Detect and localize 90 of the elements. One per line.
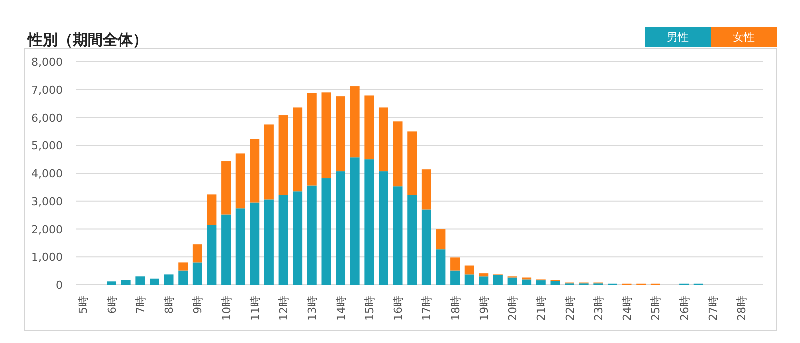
x-tick-label: 11時 <box>248 296 262 321</box>
bar <box>222 214 232 285</box>
bar <box>322 178 332 285</box>
bar <box>264 124 274 200</box>
bar <box>107 282 117 285</box>
bar <box>350 158 360 285</box>
x-tick-label: 14時 <box>334 296 348 321</box>
y-tick-label: 5,000 <box>32 140 63 153</box>
bar <box>422 210 432 285</box>
text: 女性 <box>733 31 755 44</box>
x-tick-label: 26時 <box>678 296 692 321</box>
bar <box>192 244 202 263</box>
bar <box>293 108 303 192</box>
chart-title: 性別（期間全体） <box>27 31 148 49</box>
bar <box>322 92 332 179</box>
bar <box>222 162 232 215</box>
x-tick-label: 23時 <box>592 296 606 321</box>
bar <box>293 192 303 285</box>
bar <box>336 172 346 285</box>
bar <box>207 225 217 285</box>
x-tick-label: 9時 <box>192 296 205 314</box>
bar <box>436 230 446 250</box>
x-tick-label: 18時 <box>449 296 462 321</box>
bar <box>250 139 260 203</box>
x-tick-label: 25時 <box>650 296 663 321</box>
bar <box>236 208 246 285</box>
x-tick-label: 13時 <box>306 296 320 321</box>
y-tick-label: 2,000 <box>32 223 63 236</box>
bar <box>479 276 489 285</box>
x-tick-label: 10時 <box>220 296 234 321</box>
x-tick-label: 21時 <box>535 296 548 321</box>
x-tick-label: 7時 <box>134 296 148 314</box>
bar <box>464 274 474 285</box>
x-tick-label: 8時 <box>163 296 176 314</box>
bar <box>307 94 317 186</box>
y-tick-label: 7,000 <box>32 84 63 97</box>
bar <box>536 280 546 285</box>
bar <box>278 195 288 285</box>
bar <box>378 108 388 172</box>
bar <box>450 270 460 285</box>
x-tick-label: 17時 <box>420 296 434 321</box>
bar <box>336 96 346 172</box>
bar <box>408 132 418 196</box>
bar <box>550 281 560 285</box>
bar <box>150 278 160 285</box>
x-tick-label: 20時 <box>506 296 520 321</box>
y-tick-label: 0 <box>56 279 63 292</box>
bar <box>192 262 202 285</box>
bar <box>408 195 418 285</box>
bar <box>522 280 532 285</box>
bar <box>393 186 403 285</box>
bar <box>422 170 432 210</box>
bar <box>207 194 217 226</box>
bar <box>393 122 403 187</box>
x-tick-label: 16時 <box>392 296 406 321</box>
bar <box>350 86 360 158</box>
bar <box>493 275 503 285</box>
x-tick-label: 15時 <box>363 296 376 321</box>
bar <box>479 274 489 277</box>
bar <box>378 172 388 285</box>
bar <box>364 160 374 285</box>
x-tick-label: 6時 <box>106 296 119 314</box>
y-tick-label: 3,000 <box>32 195 63 208</box>
bar <box>450 258 460 271</box>
x-tick-label: 19時 <box>478 296 491 321</box>
x-tick-label: 28時 <box>736 296 749 321</box>
x-tick-label: 5時 <box>77 296 90 314</box>
x-tick-label: 12時 <box>278 296 291 321</box>
x-tick-label: 24時 <box>621 296 634 321</box>
bar <box>278 116 288 196</box>
bar <box>236 154 246 209</box>
y-tick-label: 8,000 <box>32 56 63 69</box>
x-tick-label: 22時 <box>564 296 577 321</box>
bar <box>307 186 317 285</box>
bar <box>178 262 188 271</box>
bar <box>436 250 446 285</box>
bar <box>364 96 374 160</box>
bar <box>164 274 174 285</box>
bar <box>136 276 146 285</box>
y-tick-label: 1,000 <box>32 251 63 264</box>
text: 男性 <box>667 31 689 44</box>
bar <box>178 270 188 285</box>
bar <box>508 278 518 285</box>
y-tick-label: 4,000 <box>32 168 63 180</box>
bar <box>464 266 474 275</box>
bar <box>250 202 260 285</box>
y-tick-label: 6,000 <box>32 112 63 125</box>
bar <box>121 280 131 285</box>
x-tick-label: 27時 <box>706 296 720 321</box>
bar <box>264 200 274 285</box>
